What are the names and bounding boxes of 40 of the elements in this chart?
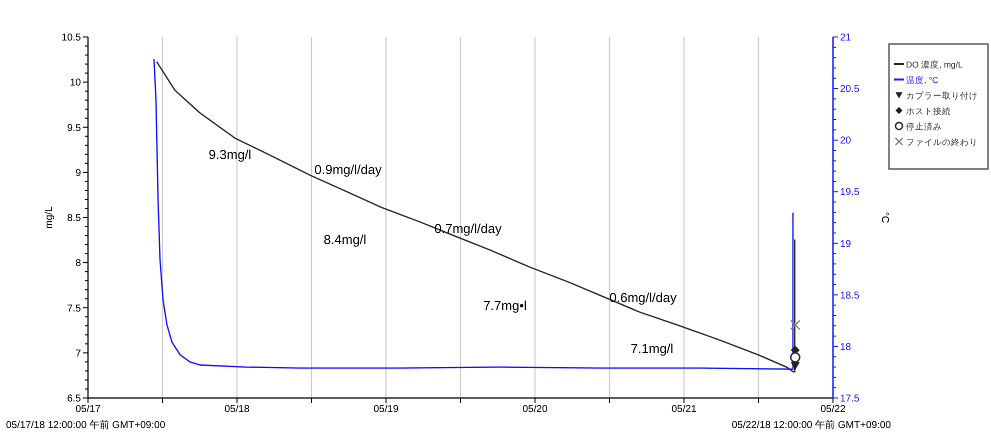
legend-label: DO 濃度, mg/L <box>906 60 964 70</box>
y2-tick-label: 20.5 <box>840 84 860 96</box>
x-tick-label: 05/17 <box>75 404 101 415</box>
y2-tick-label: 19 <box>840 238 852 250</box>
annotation: 0.6mg/l/day <box>609 290 678 305</box>
legend-label: 停止済み <box>906 122 942 132</box>
y-tick-label: 8 <box>75 258 82 270</box>
y2-tick-label: 18 <box>840 342 852 353</box>
x-tick-label: 05/21 <box>671 404 697 415</box>
y2-tick-label: 18.5 <box>840 290 860 302</box>
annotation: 0.9mg/l/day <box>314 162 382 177</box>
legend-label: 温度, °C <box>906 75 938 85</box>
text: 05/17/18 12:00:00 午前 GMT+09:00 <box>6 419 166 431</box>
y-tick-label: 9 <box>75 168 82 179</box>
y-tick-label: 8.5 <box>67 213 82 224</box>
y-tick-label: 9.5 <box>67 122 82 134</box>
x-tick-label: 05/19 <box>373 404 399 415</box>
annotation: 7.1mg/l <box>630 341 674 356</box>
x-tick-label: 05/20 <box>522 404 548 415</box>
y-tick-label: 10 <box>70 78 82 89</box>
x-tick-label: 05/22 <box>820 404 846 415</box>
y2-tick-label: 17.5 <box>840 394 860 404</box>
y-tick-label: 10.5 <box>62 32 82 44</box>
y2-tick-label: 19.5 <box>840 187 860 198</box>
y-tick-label: 7.5 <box>67 303 82 314</box>
annotation: 0.7mg/l/day <box>434 221 502 236</box>
text: 05/22/18 12:00:00 午前 GMT+09:00 <box>732 419 892 431</box>
x-tick-label: 05/18 <box>224 404 250 415</box>
y2-axis-title: °C <box>879 212 890 224</box>
legend-label: カプラー取り付け <box>906 90 978 100</box>
y-axis-title: mg/L <box>44 206 55 229</box>
y-tick-label: 7 <box>75 348 82 360</box>
annotation: 7.7mg•l <box>483 298 527 313</box>
annotation: 9.3mg/l <box>208 147 252 162</box>
y2-tick-label: 21 <box>840 32 852 44</box>
annotation: 8.4mg/l <box>324 232 366 247</box>
y-tick-label: 6.5 <box>67 394 82 404</box>
legend-label: ホスト接続 <box>906 106 951 116</box>
y2-tick-label: 20 <box>840 136 852 147</box>
legend-label: ファイルの終わり <box>906 137 978 147</box>
